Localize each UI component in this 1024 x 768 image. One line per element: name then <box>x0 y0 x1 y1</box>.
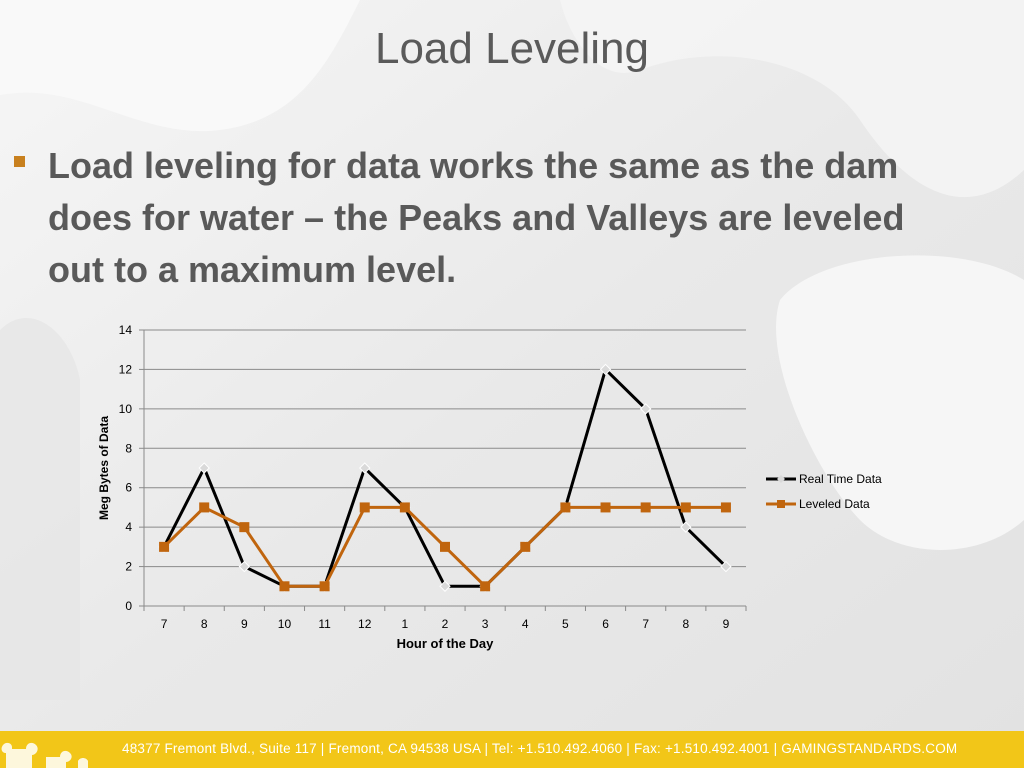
legend-label: Real Time Data <box>799 472 882 486</box>
data-point <box>198 462 210 474</box>
data-point <box>359 462 371 474</box>
data-point <box>599 363 612 376</box>
data-point <box>639 403 652 415</box>
puzzle-logo-icon <box>1 742 88 768</box>
x-tick-label: 3 <box>482 617 489 631</box>
footer-contact-text: 48377 Fremont Blvd., Suite 117 | Fremont… <box>122 741 958 756</box>
data-point <box>680 502 691 513</box>
data-point <box>480 581 491 592</box>
x-tick-label: 8 <box>201 617 208 631</box>
y-tick-label: 8 <box>125 441 132 455</box>
x-tick-label: 11 <box>318 617 331 631</box>
data-point <box>720 560 732 573</box>
y-axis-ticks: 0 2 4 6 8 10 12 14 <box>119 323 144 613</box>
series-real-time-data <box>158 363 732 592</box>
x-tick-label: 2 <box>442 617 449 631</box>
chart-series <box>158 363 732 592</box>
data-point <box>440 541 450 552</box>
x-tick-label: 1 <box>402 617 409 631</box>
series-leveled-data <box>159 502 731 592</box>
x-axis-label: Hour of the Day <box>397 636 495 651</box>
data-point <box>279 581 290 592</box>
bullet-square-icon <box>14 156 25 167</box>
slide-title: Load Leveling <box>374 24 649 73</box>
x-tick-label: 7 <box>161 617 168 631</box>
series-line <box>162 367 727 588</box>
y-tick-label: 6 <box>125 481 132 495</box>
chart-axes <box>143 330 746 607</box>
data-point <box>720 502 731 513</box>
x-tick-label: 10 <box>278 617 292 631</box>
legend-marker <box>777 500 785 508</box>
y-tick-label: 10 <box>119 402 133 416</box>
data-point <box>199 502 210 513</box>
chart-legend: Real Time Data Leveled Data <box>766 472 882 511</box>
x-tick-label: 4 <box>522 617 529 631</box>
data-point <box>680 521 692 533</box>
data-point <box>439 580 451 592</box>
data-point <box>560 502 571 513</box>
y-tick-label: 4 <box>125 520 132 534</box>
y-tick-label: 14 <box>119 323 133 337</box>
x-tick-label: 12 <box>358 617 372 631</box>
y-tick-label: 12 <box>119 362 133 376</box>
data-point <box>520 541 531 552</box>
bullet-text: Load leveling for data works the same as… <box>48 145 905 290</box>
data-point <box>239 522 250 533</box>
x-tick-label: 9 <box>241 617 248 631</box>
data-point <box>359 502 370 513</box>
x-tick-label: 6 <box>602 617 609 631</box>
y-tick-label: 2 <box>125 560 132 574</box>
data-point <box>640 502 651 513</box>
data-point <box>159 541 170 552</box>
data-point <box>399 502 410 513</box>
x-tick-label: 9 <box>723 617 730 631</box>
x-tick-label: 5 <box>562 617 569 631</box>
x-axis-ticks: 7 8 9 10 11 12 1 2 3 4 5 6 7 8 9 <box>143 606 747 631</box>
data-point <box>600 502 611 513</box>
legend-label: Leveled Data <box>799 497 870 511</box>
y-tick-label: 0 <box>125 599 132 613</box>
x-tick-label: 8 <box>682 617 689 631</box>
x-tick-label: 7 <box>642 617 649 631</box>
chart-gridlines <box>144 329 746 568</box>
data-point <box>238 560 251 573</box>
footer-bar: 48377 Fremont Blvd., Suite 117 | Fremont… <box>0 731 1024 768</box>
legend-marker <box>777 475 785 483</box>
data-point <box>319 581 330 592</box>
y-axis-label: Meg Bytes of Data <box>97 416 111 520</box>
